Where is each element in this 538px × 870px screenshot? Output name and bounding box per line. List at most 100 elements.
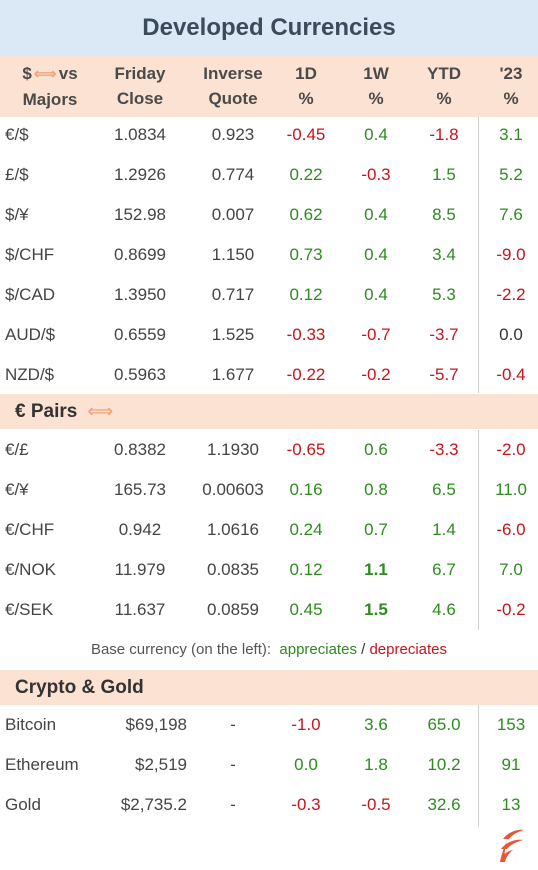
- header-2023-line1: '23: [499, 64, 523, 83]
- header-pair: $ ⟺ vs Majors: [0, 55, 100, 117]
- table-row: Ethereum $2,519 - 0.0 1.8 10.2 91: [0, 745, 538, 785]
- change-1w-cell: 0.7: [364, 520, 388, 539]
- inverse-cell: 1.1930: [207, 440, 259, 459]
- header-pair-vs: vs: [58, 63, 78, 83]
- page-title: Developed Currencies: [142, 13, 396, 41]
- inverse-cell: 1.677: [211, 365, 255, 384]
- change-ytd-cell: 1.4: [432, 520, 456, 539]
- table-row: €/NOK 11.979 0.0835 0.12 1.1 6.7 7.0: [0, 550, 538, 590]
- change-ytd-cell: 4.6: [432, 600, 456, 619]
- asset-name-cell: Bitcoin: [5, 715, 57, 734]
- change-ytd-cell: -5.7: [429, 365, 459, 384]
- change-2023-cell: -2.2: [496, 285, 526, 304]
- change-1d-cell: -1.0: [291, 715, 321, 734]
- change-1w-cell: 0.4: [364, 245, 388, 264]
- change-ytd-cell: 65.0: [427, 715, 461, 734]
- header-inverse-line2: Quote: [208, 89, 258, 108]
- change-1d-cell: 0.62: [289, 205, 323, 224]
- close-cell: 152.98: [114, 205, 166, 224]
- inverse-cell: 0.0859: [207, 600, 259, 619]
- change-1d-cell: -0.65: [286, 440, 326, 459]
- inverse-cell: 1.150: [211, 245, 255, 264]
- pair-cell: €/SEK: [5, 600, 54, 619]
- change-2023-cell: 5.2: [499, 165, 523, 184]
- pair-cell: €/¥: [5, 480, 29, 499]
- header-1d: 1D %: [276, 55, 336, 117]
- close-cell: 165.73: [114, 480, 166, 499]
- change-2023-cell: -0.4: [496, 365, 526, 384]
- close-cell: 1.0834: [114, 125, 166, 144]
- change-ytd-cell: 1.5: [432, 165, 456, 184]
- pair-cell: €/$: [5, 125, 29, 144]
- close-cell: $2,519: [135, 755, 187, 774]
- crypto-gold-label: Crypto & Gold: [15, 676, 144, 698]
- header-1d-line1: 1D: [295, 64, 317, 83]
- change-1d-cell: 0.12: [289, 560, 323, 579]
- table-row: €/$ 1.0834 0.923 -0.45 0.4 -1.8 3.1: [0, 115, 538, 155]
- change-ytd-cell: -1.8: [429, 125, 459, 144]
- change-ytd-cell: 32.6: [427, 795, 461, 814]
- change-ytd-cell: 10.2: [427, 755, 461, 774]
- close-cell: 11.979: [114, 560, 166, 579]
- exchange-arrow-icon: ⟺: [33, 65, 57, 83]
- change-1w-cell: -0.7: [361, 325, 391, 344]
- header-close-line2: Close: [116, 89, 164, 108]
- change-1w-cell: 1.1: [364, 560, 388, 579]
- table-row: £/$ 1.2926 0.774 0.22 -0.3 1.5 5.2: [0, 155, 538, 195]
- close-cell: 0.6559: [114, 325, 166, 344]
- close-cell: 1.2926: [114, 165, 166, 184]
- close-cell: $69,198: [125, 715, 187, 734]
- change-1d-cell: 0.24: [289, 520, 323, 539]
- legend-appreciates: appreciates: [279, 640, 357, 658]
- header-1w-line2: %: [368, 89, 384, 108]
- header-2023: '23 %: [484, 55, 538, 117]
- change-2023-cell: -2.0: [496, 440, 526, 459]
- change-1d-cell: -0.33: [286, 325, 326, 344]
- change-1w-cell: 1.5: [364, 600, 388, 619]
- column-divider: [478, 705, 479, 827]
- change-2023-cell: 153: [496, 715, 526, 734]
- change-1w-cell: -0.3: [361, 165, 391, 184]
- legend-separator: /: [361, 640, 366, 658]
- inverse-cell: -: [230, 755, 236, 774]
- table-row: Bitcoin $69,198 - -1.0 3.6 65.0 153: [0, 705, 538, 745]
- inverse-cell: 0.717: [211, 285, 255, 304]
- column-divider: [478, 430, 479, 630]
- header-inverse: Inverse Quote: [190, 55, 276, 117]
- inverse-cell: 1.525: [211, 325, 255, 344]
- change-1w-cell: 0.6: [364, 440, 388, 459]
- header-1w: 1W %: [346, 55, 406, 117]
- change-1d-cell: 0.45: [289, 600, 323, 619]
- change-1w-cell: -0.5: [361, 795, 391, 814]
- change-2023-cell: 13: [501, 795, 521, 814]
- change-2023-cell: 11.0: [495, 480, 527, 499]
- table-row: $/CAD 1.3950 0.717 0.12 0.4 5.3 -2.2: [0, 275, 538, 315]
- inverse-cell: 0.0835: [207, 560, 259, 579]
- change-2023-cell: 7.6: [499, 205, 523, 224]
- change-ytd-cell: -3.7: [429, 325, 459, 344]
- pair-cell: NZD/$: [5, 365, 55, 384]
- close-cell: 0.5963: [114, 365, 166, 384]
- change-2023-cell: -0.2: [496, 600, 526, 619]
- change-1d-cell: 0.12: [289, 285, 323, 304]
- close-cell: 11.637: [114, 600, 166, 619]
- inverse-cell: -: [230, 715, 236, 734]
- header-pair-line2: Majors: [22, 89, 78, 109]
- table-row: €/£ 0.8382 1.1930 -0.65 0.6 -3.3 -2.0: [0, 430, 538, 470]
- inverse-cell: 0.007: [211, 205, 255, 224]
- change-1d-cell: 0.22: [289, 165, 323, 184]
- legend-prefix: Base currency (on the left):: [90, 640, 272, 658]
- change-ytd-cell: 6.7: [432, 560, 456, 579]
- pair-cell: $/¥: [5, 205, 29, 224]
- header-ytd-line1: YTD: [427, 64, 461, 83]
- asset-name-cell: Gold: [5, 795, 41, 814]
- change-1w-cell: -0.2: [361, 365, 391, 384]
- change-1d-cell: 0.16: [289, 480, 323, 499]
- change-1d-cell: -0.3: [291, 795, 321, 814]
- header-close-line1: Friday: [114, 64, 166, 83]
- change-2023-cell: 7.0: [499, 560, 523, 579]
- column-header-row: $ ⟺ vs Majors Friday Close Inverse Quote 1…: [0, 55, 538, 117]
- change-1w-cell: 0.4: [364, 125, 388, 144]
- table-row: €/SEK 11.637 0.0859 0.45 1.5 4.6 -0.2: [0, 590, 538, 630]
- pair-cell: $/CHF: [5, 245, 55, 264]
